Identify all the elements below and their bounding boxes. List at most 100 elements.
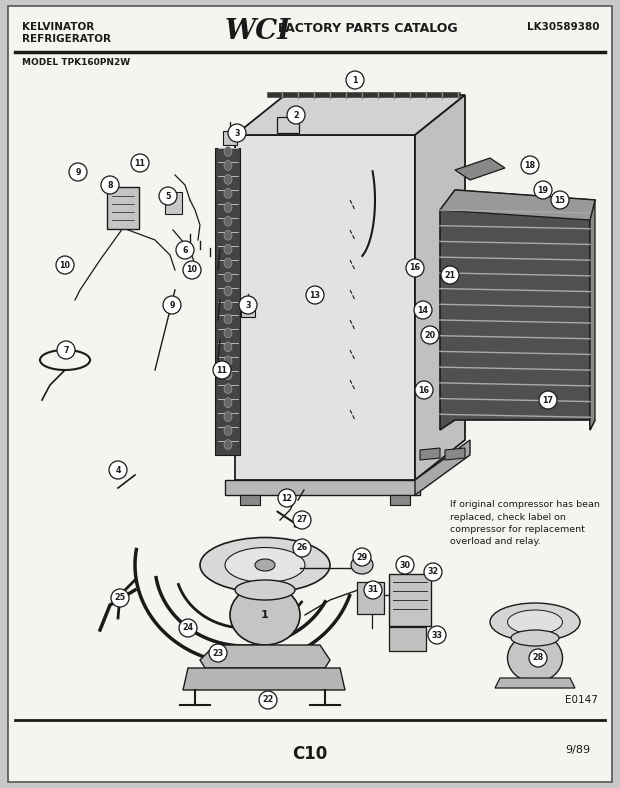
Text: 9/89: 9/89: [565, 745, 590, 755]
Ellipse shape: [224, 203, 232, 212]
Circle shape: [213, 361, 231, 379]
Circle shape: [239, 296, 257, 314]
Circle shape: [353, 548, 371, 566]
Circle shape: [228, 124, 246, 142]
Text: 3: 3: [234, 128, 240, 137]
Polygon shape: [225, 480, 420, 495]
Circle shape: [209, 644, 227, 662]
Ellipse shape: [224, 328, 232, 338]
Text: 18: 18: [525, 161, 536, 169]
Circle shape: [293, 539, 311, 557]
Ellipse shape: [490, 603, 580, 641]
Circle shape: [101, 176, 119, 194]
Text: 11: 11: [135, 158, 146, 168]
Text: 25: 25: [115, 593, 126, 603]
Circle shape: [406, 259, 424, 277]
Polygon shape: [440, 190, 595, 430]
Polygon shape: [495, 678, 575, 688]
Circle shape: [159, 187, 177, 205]
Ellipse shape: [508, 634, 562, 682]
Polygon shape: [215, 148, 240, 455]
Polygon shape: [420, 448, 440, 460]
Text: 27: 27: [296, 515, 308, 525]
Circle shape: [421, 326, 439, 344]
Polygon shape: [390, 495, 410, 505]
Text: 10: 10: [60, 261, 71, 269]
FancyBboxPatch shape: [389, 627, 426, 651]
Text: 3: 3: [246, 300, 250, 310]
Circle shape: [396, 556, 414, 574]
Ellipse shape: [224, 188, 232, 199]
Text: 2: 2: [293, 110, 299, 120]
Text: 33: 33: [432, 630, 443, 640]
Ellipse shape: [224, 314, 232, 324]
Text: REFRIGERATOR: REFRIGERATOR: [22, 34, 111, 44]
Circle shape: [111, 589, 129, 607]
Polygon shape: [240, 495, 260, 505]
Text: 1: 1: [352, 76, 358, 84]
Circle shape: [163, 296, 181, 314]
Text: 5: 5: [166, 191, 171, 200]
Circle shape: [414, 301, 432, 319]
Text: 31: 31: [368, 585, 378, 594]
FancyBboxPatch shape: [223, 131, 237, 145]
Ellipse shape: [235, 580, 295, 600]
Text: 1: 1: [261, 610, 269, 620]
Ellipse shape: [224, 217, 232, 226]
Ellipse shape: [224, 174, 232, 184]
Text: 9: 9: [169, 300, 175, 310]
Circle shape: [424, 563, 442, 581]
Ellipse shape: [224, 230, 232, 240]
Text: 4: 4: [115, 466, 121, 474]
Ellipse shape: [200, 537, 330, 593]
Ellipse shape: [224, 356, 232, 366]
Text: WCI: WCI: [225, 18, 291, 45]
Text: 22: 22: [262, 696, 273, 704]
FancyBboxPatch shape: [389, 574, 431, 626]
Polygon shape: [455, 158, 505, 180]
Circle shape: [364, 581, 382, 599]
Text: 29: 29: [356, 552, 368, 562]
Circle shape: [287, 106, 305, 124]
Ellipse shape: [224, 272, 232, 282]
Text: 9: 9: [75, 168, 81, 177]
Text: 21: 21: [445, 270, 456, 280]
Ellipse shape: [224, 384, 232, 393]
Text: 17: 17: [542, 396, 554, 404]
Ellipse shape: [224, 398, 232, 407]
Circle shape: [441, 266, 459, 284]
Ellipse shape: [224, 244, 232, 254]
Polygon shape: [415, 95, 465, 480]
Circle shape: [179, 619, 197, 637]
Circle shape: [259, 691, 277, 709]
Ellipse shape: [224, 440, 232, 449]
Text: 16: 16: [409, 263, 420, 273]
Ellipse shape: [224, 370, 232, 380]
Circle shape: [415, 381, 433, 399]
Text: 11: 11: [216, 366, 228, 374]
Ellipse shape: [224, 161, 232, 170]
FancyBboxPatch shape: [241, 303, 255, 317]
Text: FACTORY PARTS CATALOG: FACTORY PARTS CATALOG: [278, 22, 458, 35]
Text: 32: 32: [427, 567, 438, 577]
Circle shape: [428, 626, 446, 644]
Text: 19: 19: [538, 185, 549, 195]
FancyBboxPatch shape: [277, 117, 299, 133]
Text: KELVINATOR: KELVINATOR: [22, 22, 94, 32]
Ellipse shape: [230, 585, 300, 645]
Text: 14: 14: [417, 306, 428, 314]
Text: C10: C10: [293, 745, 327, 763]
Circle shape: [176, 241, 194, 259]
Ellipse shape: [224, 426, 232, 436]
Circle shape: [293, 511, 311, 529]
Circle shape: [539, 391, 557, 409]
Text: MODEL TPK160PN2W: MODEL TPK160PN2W: [22, 58, 130, 67]
Ellipse shape: [224, 342, 232, 351]
Text: If original compressor has bean
replaced, check label on
compressor for replacem: If original compressor has bean replaced…: [450, 500, 600, 547]
Text: 28: 28: [533, 653, 544, 663]
Circle shape: [69, 163, 87, 181]
Polygon shape: [590, 200, 595, 430]
Circle shape: [183, 261, 201, 279]
Polygon shape: [440, 190, 595, 220]
Ellipse shape: [224, 147, 232, 156]
